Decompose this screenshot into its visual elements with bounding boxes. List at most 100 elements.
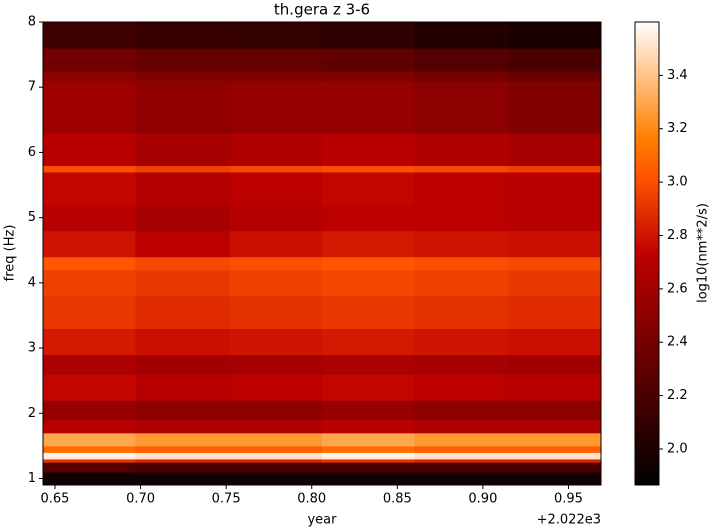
heatmap-cell <box>322 354 415 375</box>
heatmap-cell <box>508 48 602 72</box>
heatmap-cell <box>43 445 136 453</box>
heatmap-cell <box>229 171 323 206</box>
y-tick-label: 5 <box>28 210 36 225</box>
heatmap-cell <box>322 458 415 463</box>
heatmap-cell <box>508 70 602 82</box>
heatmap-cell <box>135 48 231 72</box>
y-tick-label: 7 <box>28 80 36 95</box>
heatmap-cell <box>135 462 231 473</box>
heatmap-cell <box>43 204 136 232</box>
heatmap-cell <box>229 165 323 173</box>
heatmap <box>43 22 602 486</box>
heatmap-cell <box>508 445 602 453</box>
heatmap-cell <box>229 400 323 421</box>
heatmap-cell <box>508 171 602 206</box>
heatmap-cell <box>322 230 415 258</box>
heatmap-cell <box>414 70 510 82</box>
heatmap-cell <box>414 354 510 375</box>
heatmap-cell <box>322 462 415 473</box>
heatmap-cell <box>414 256 510 271</box>
heatmap-cell <box>135 132 231 166</box>
heatmap-cell <box>414 230 510 258</box>
heatmap-cell <box>322 80 415 134</box>
heatmap-cell <box>322 328 415 356</box>
heatmap-cell <box>322 204 415 232</box>
heatmap-cell <box>135 165 231 173</box>
heatmap-cell <box>322 374 415 401</box>
y-tick-label: 4 <box>28 275 36 290</box>
heatmap-cell <box>43 328 136 356</box>
heatmap-cell <box>414 328 510 356</box>
heatmap-cell <box>229 419 323 434</box>
heatmap-cell <box>414 269 510 297</box>
heatmap-cell <box>229 471 323 486</box>
heatmap-cell <box>508 354 602 375</box>
heatmap-cell <box>414 22 510 49</box>
heatmap-cell <box>508 328 602 356</box>
heatmap-cell <box>229 80 323 134</box>
heatmap-cell <box>43 419 136 434</box>
heatmap-cell <box>229 432 323 447</box>
heatmap-cell <box>414 132 510 166</box>
heatmap-cell <box>43 171 136 206</box>
heatmap-cell <box>43 295 136 329</box>
heatmap-cell <box>135 445 231 453</box>
y-tick-label: 1 <box>28 471 36 486</box>
heatmap-cell <box>414 452 510 460</box>
heatmap-cell <box>322 400 415 421</box>
heatmap-cell <box>414 374 510 401</box>
heatmap-cell <box>414 165 510 173</box>
heatmap-cell <box>508 295 602 329</box>
colorbar-label: log10(nm**2/s) <box>696 203 711 303</box>
heatmap-cell <box>414 445 510 453</box>
x-offset-label: +2.022e3 <box>537 513 601 528</box>
heatmap-cell <box>135 22 231 49</box>
x-tick-label: 0.75 <box>212 492 241 507</box>
heatmap-cell <box>43 80 136 134</box>
heatmap-cell <box>229 22 323 49</box>
heatmap-cell <box>135 295 231 329</box>
heatmap-cell <box>135 328 231 356</box>
heatmap-cell <box>414 204 510 232</box>
heatmap-cell <box>322 22 415 49</box>
heatmap-cell <box>508 400 602 421</box>
y-tick-label: 3 <box>28 341 36 356</box>
heatmap-cell <box>414 295 510 329</box>
heatmap-cell <box>43 165 136 173</box>
heatmap-cell <box>414 419 510 434</box>
heatmap-cell <box>43 458 136 463</box>
heatmap-cell <box>414 400 510 421</box>
chart-title: th.gera z 3-6 <box>274 1 370 19</box>
x-tick-label: 0.65 <box>41 492 70 507</box>
heatmap-cell <box>322 419 415 434</box>
heatmap-cell <box>414 458 510 463</box>
heatmap-cell <box>508 432 602 447</box>
heatmap-cell <box>43 471 136 486</box>
heatmap-cell <box>43 230 136 258</box>
colorbar <box>634 21 660 486</box>
x-tick-label: 0.70 <box>126 492 155 507</box>
heatmap-cell <box>43 132 136 166</box>
heatmap-cell <box>414 432 510 447</box>
heatmap-cell <box>229 462 323 473</box>
heatmap-cell <box>135 354 231 375</box>
x-tick-label: 0.80 <box>297 492 326 507</box>
heatmap-cell <box>414 471 510 486</box>
heatmap-cell <box>508 269 602 297</box>
heatmap-cell <box>135 269 231 297</box>
plot-frame <box>42 21 602 486</box>
heatmap-cell <box>135 70 231 82</box>
heatmap-cell <box>43 452 136 460</box>
heatmap-cell <box>508 471 602 486</box>
heatmap-cell <box>135 171 231 206</box>
x-tick-label: 0.90 <box>468 492 497 507</box>
heatmap-cell <box>322 171 415 206</box>
heatmap-cell <box>508 452 602 460</box>
heatmap-cell <box>322 295 415 329</box>
heatmap-cell <box>229 374 323 401</box>
heatmap-cell <box>43 400 136 421</box>
heatmap-cell <box>229 295 323 329</box>
heatmap-cell <box>508 230 602 258</box>
heatmap-cell <box>322 471 415 486</box>
